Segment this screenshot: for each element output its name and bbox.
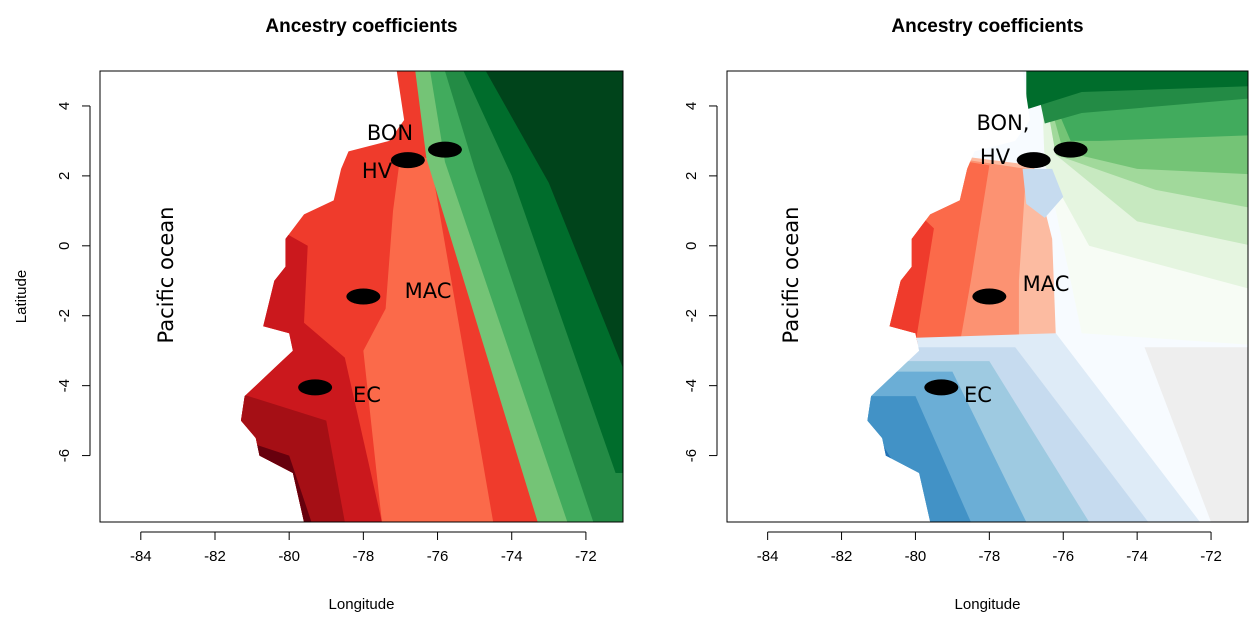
ancestry-region — [363, 154, 494, 522]
y-tick-label: -4 — [683, 379, 700, 392]
land — [867, 71, 1248, 522]
y-tick-label: -2 — [56, 309, 73, 322]
ancestry-region — [867, 140, 934, 344]
ancestry-region — [867, 140, 916, 246]
sample-site — [346, 288, 381, 305]
x-tick-label: -80 — [278, 548, 300, 565]
x-axis-label: Longitude — [955, 596, 1021, 613]
map-panel: Ancestry coefficients Longitude Latitude -8… — [13, 16, 624, 613]
x-axis-label: Longitude — [329, 596, 395, 613]
annotation: BON, — [977, 111, 1030, 135]
y-axis-label: Latitude — [13, 270, 30, 323]
y-tick-label: -2 — [683, 309, 700, 322]
y-tick-label: -6 — [56, 449, 73, 462]
sample-site — [924, 379, 959, 396]
annotation: MAC — [405, 279, 452, 303]
y-tick-label: -6 — [683, 449, 700, 462]
y-tick-label: 4 — [683, 102, 700, 110]
land — [240, 71, 623, 522]
y-tick-label: 2 — [56, 172, 73, 180]
x-tick-label: -78 — [353, 548, 375, 565]
annotation: Pacific ocean — [154, 207, 178, 344]
ancestry-region — [1026, 71, 1248, 110]
x-tick-label: -82 — [204, 548, 226, 565]
map-area — [240, 71, 623, 522]
x-tick-label: -76 — [1052, 548, 1074, 565]
x-tick-label: -72 — [1200, 548, 1222, 565]
y-tick-label: 0 — [56, 242, 73, 250]
x-tick-label: -78 — [979, 548, 1001, 565]
sample-site — [1053, 141, 1088, 158]
ancestry-region — [1022, 168, 1064, 218]
annotation: EC — [353, 383, 381, 407]
chart-title: Ancestry coefficients — [265, 16, 457, 37]
plot-frame — [99, 70, 624, 523]
sample-site — [1016, 152, 1051, 169]
sample-site — [298, 379, 333, 396]
map-area — [867, 71, 1248, 522]
annotation: BON — [367, 121, 413, 145]
ancestry-region — [1144, 347, 1248, 522]
x-tick-label: -74 — [1126, 548, 1148, 565]
x-tick-label: -74 — [501, 548, 523, 565]
sample-site — [972, 288, 1007, 305]
x-tick-label: -80 — [905, 548, 927, 565]
sample-site — [390, 152, 425, 169]
y-tick-label: 4 — [56, 102, 73, 110]
x-tick-label: -84 — [130, 548, 152, 565]
map-panel: Ancestry coefficients Longitude -84 -82 -80 -… — [683, 16, 1249, 613]
x-tick-label: -82 — [831, 548, 853, 565]
plot-frame — [726, 70, 1249, 523]
ancestry-region — [485, 71, 623, 369]
annotation: EC — [964, 383, 992, 407]
y-tick-label: 2 — [683, 172, 700, 180]
annotation: HV — [980, 145, 1011, 169]
x-tick-label: -84 — [757, 548, 779, 565]
x-tick-label: -72 — [575, 548, 597, 565]
y-tick-label: -4 — [56, 379, 73, 392]
y-tick-label: 0 — [683, 242, 700, 250]
chart-title: Ancestry coefficients — [891, 16, 1083, 37]
sample-site — [427, 141, 462, 158]
annotation: MAC — [1023, 272, 1070, 296]
annotation: HV — [362, 159, 393, 183]
annotation: Pacific ocean — [779, 207, 803, 344]
x-tick-label: -76 — [427, 548, 449, 565]
